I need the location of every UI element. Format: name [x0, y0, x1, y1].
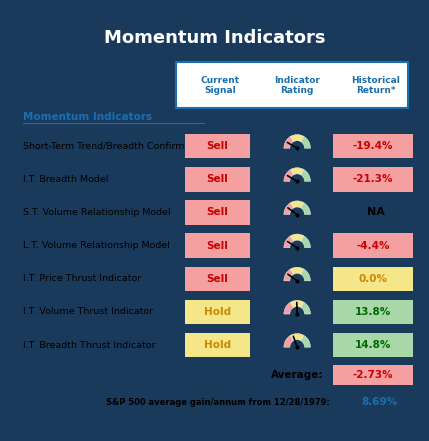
Wedge shape [284, 136, 293, 148]
FancyBboxPatch shape [332, 300, 413, 324]
Text: L.T. Volume Relationship Model: L.T. Volume Relationship Model [23, 241, 170, 250]
Text: 14.8%: 14.8% [355, 340, 391, 350]
Text: Hold: Hold [204, 340, 231, 350]
Text: 0.0%: 0.0% [359, 274, 387, 284]
FancyBboxPatch shape [185, 233, 250, 258]
Text: Sell: Sell [207, 274, 229, 284]
FancyBboxPatch shape [176, 63, 408, 108]
Text: -4.4%: -4.4% [356, 241, 390, 250]
Wedge shape [301, 236, 311, 248]
FancyBboxPatch shape [332, 365, 413, 385]
Wedge shape [290, 300, 304, 307]
Text: 8.69%: 8.69% [362, 397, 398, 407]
FancyBboxPatch shape [185, 200, 250, 225]
Wedge shape [301, 335, 311, 347]
Text: 13.8%: 13.8% [355, 307, 391, 317]
Wedge shape [284, 236, 293, 248]
Text: -19.4%: -19.4% [353, 141, 393, 151]
Wedge shape [290, 267, 304, 274]
FancyBboxPatch shape [332, 333, 413, 357]
Wedge shape [301, 136, 311, 148]
Text: I.T. Price Thrust Indicator: I.T. Price Thrust Indicator [23, 274, 141, 283]
Text: Current
Signal: Current Signal [201, 75, 240, 95]
Wedge shape [290, 135, 304, 142]
Wedge shape [284, 302, 293, 314]
Text: Short-Term Trend/Breadth Confirm: Short-Term Trend/Breadth Confirm [23, 142, 184, 151]
Wedge shape [284, 269, 293, 281]
Text: Sell: Sell [207, 207, 229, 217]
FancyBboxPatch shape [332, 266, 413, 291]
Text: Momentum Indicators: Momentum Indicators [104, 30, 325, 47]
Text: Hold: Hold [204, 307, 231, 317]
Text: Average:: Average: [271, 370, 323, 380]
Text: -21.3%: -21.3% [353, 174, 393, 184]
Text: Sell: Sell [207, 141, 229, 151]
Text: Momentum Indicators: Momentum Indicators [23, 112, 152, 122]
FancyBboxPatch shape [185, 134, 250, 158]
Wedge shape [301, 302, 311, 314]
Text: I.T. Breadth Model: I.T. Breadth Model [23, 175, 109, 184]
Wedge shape [284, 335, 293, 347]
FancyBboxPatch shape [13, 18, 416, 59]
Text: Sell: Sell [207, 241, 229, 250]
FancyBboxPatch shape [332, 167, 413, 191]
Wedge shape [301, 169, 311, 181]
Wedge shape [284, 203, 293, 215]
Text: S&P 500 average gain/annum from 12/28/1979:: S&P 500 average gain/annum from 12/28/19… [106, 398, 329, 407]
Text: -2.73%: -2.73% [353, 370, 393, 380]
Text: I.T. Breadth Thrust Indicator: I.T. Breadth Thrust Indicator [23, 340, 155, 350]
Text: Sell: Sell [207, 174, 229, 184]
Wedge shape [301, 203, 311, 215]
Wedge shape [290, 333, 304, 341]
FancyBboxPatch shape [332, 134, 413, 158]
Wedge shape [301, 269, 311, 281]
FancyBboxPatch shape [185, 300, 250, 324]
FancyBboxPatch shape [332, 233, 413, 258]
Text: Indicator
Rating: Indicator Rating [274, 75, 320, 95]
Wedge shape [290, 234, 304, 241]
Text: I.T. Volume Thrust Indicator: I.T. Volume Thrust Indicator [23, 307, 153, 317]
Text: Historical
Return*: Historical Return* [351, 75, 400, 95]
FancyBboxPatch shape [185, 333, 250, 357]
FancyBboxPatch shape [185, 266, 250, 291]
Text: S.T. Volume Relationship Model: S.T. Volume Relationship Model [23, 208, 171, 217]
Text: NA: NA [367, 207, 385, 217]
Wedge shape [290, 201, 304, 208]
Wedge shape [284, 169, 293, 181]
Wedge shape [290, 168, 304, 175]
FancyBboxPatch shape [185, 167, 250, 191]
